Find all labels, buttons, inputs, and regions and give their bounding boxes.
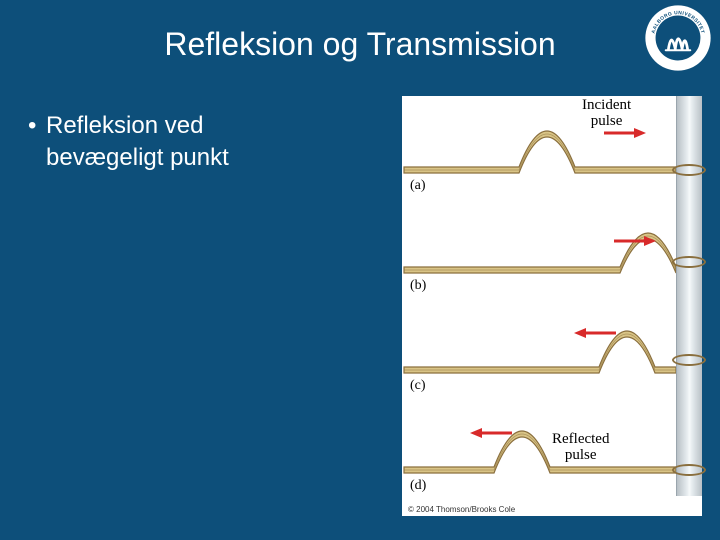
incident-pulse-label: Incidentpulse bbox=[582, 98, 631, 130]
pole bbox=[676, 396, 702, 496]
panel-tag: (c) bbox=[410, 378, 426, 394]
pulse-arrow bbox=[612, 234, 656, 244]
diagram-panel-c: (c) bbox=[402, 296, 702, 396]
ring bbox=[672, 164, 706, 176]
pole bbox=[676, 96, 702, 196]
bullet-item: •Refleksion ved bevægeligt punkt bbox=[28, 110, 229, 175]
bullet-line2: bevægeligt punkt bbox=[46, 144, 229, 171]
panel-tag: (b) bbox=[410, 278, 426, 294]
ring bbox=[672, 464, 706, 476]
slide-title: Refleksion og Transmission bbox=[0, 26, 720, 63]
diagram-panel-b: (b) bbox=[402, 196, 702, 296]
pole bbox=[676, 296, 702, 396]
diagram-copyright: © 2004 Thomson/Brooks Cole bbox=[408, 505, 515, 514]
panel-tag: (d) bbox=[410, 478, 426, 494]
pulse-arrow bbox=[470, 426, 514, 436]
ring bbox=[672, 256, 706, 268]
reflected-pulse-label: Reflectedpulse bbox=[552, 432, 609, 464]
wave-reflection-diagram: (a) Incidentpulse (b) (c) (d) Reflectedpul… bbox=[402, 96, 702, 516]
ring bbox=[672, 354, 706, 366]
pole bbox=[676, 196, 702, 296]
bullet-line1: Refleksion ved bbox=[46, 112, 203, 139]
panel-tag: (a) bbox=[410, 178, 426, 194]
pulse-arrow bbox=[574, 326, 618, 336]
diagram-panel-a: (a) Incidentpulse bbox=[402, 96, 702, 196]
diagram-panel-d: (d) Reflectedpulse bbox=[402, 396, 702, 496]
